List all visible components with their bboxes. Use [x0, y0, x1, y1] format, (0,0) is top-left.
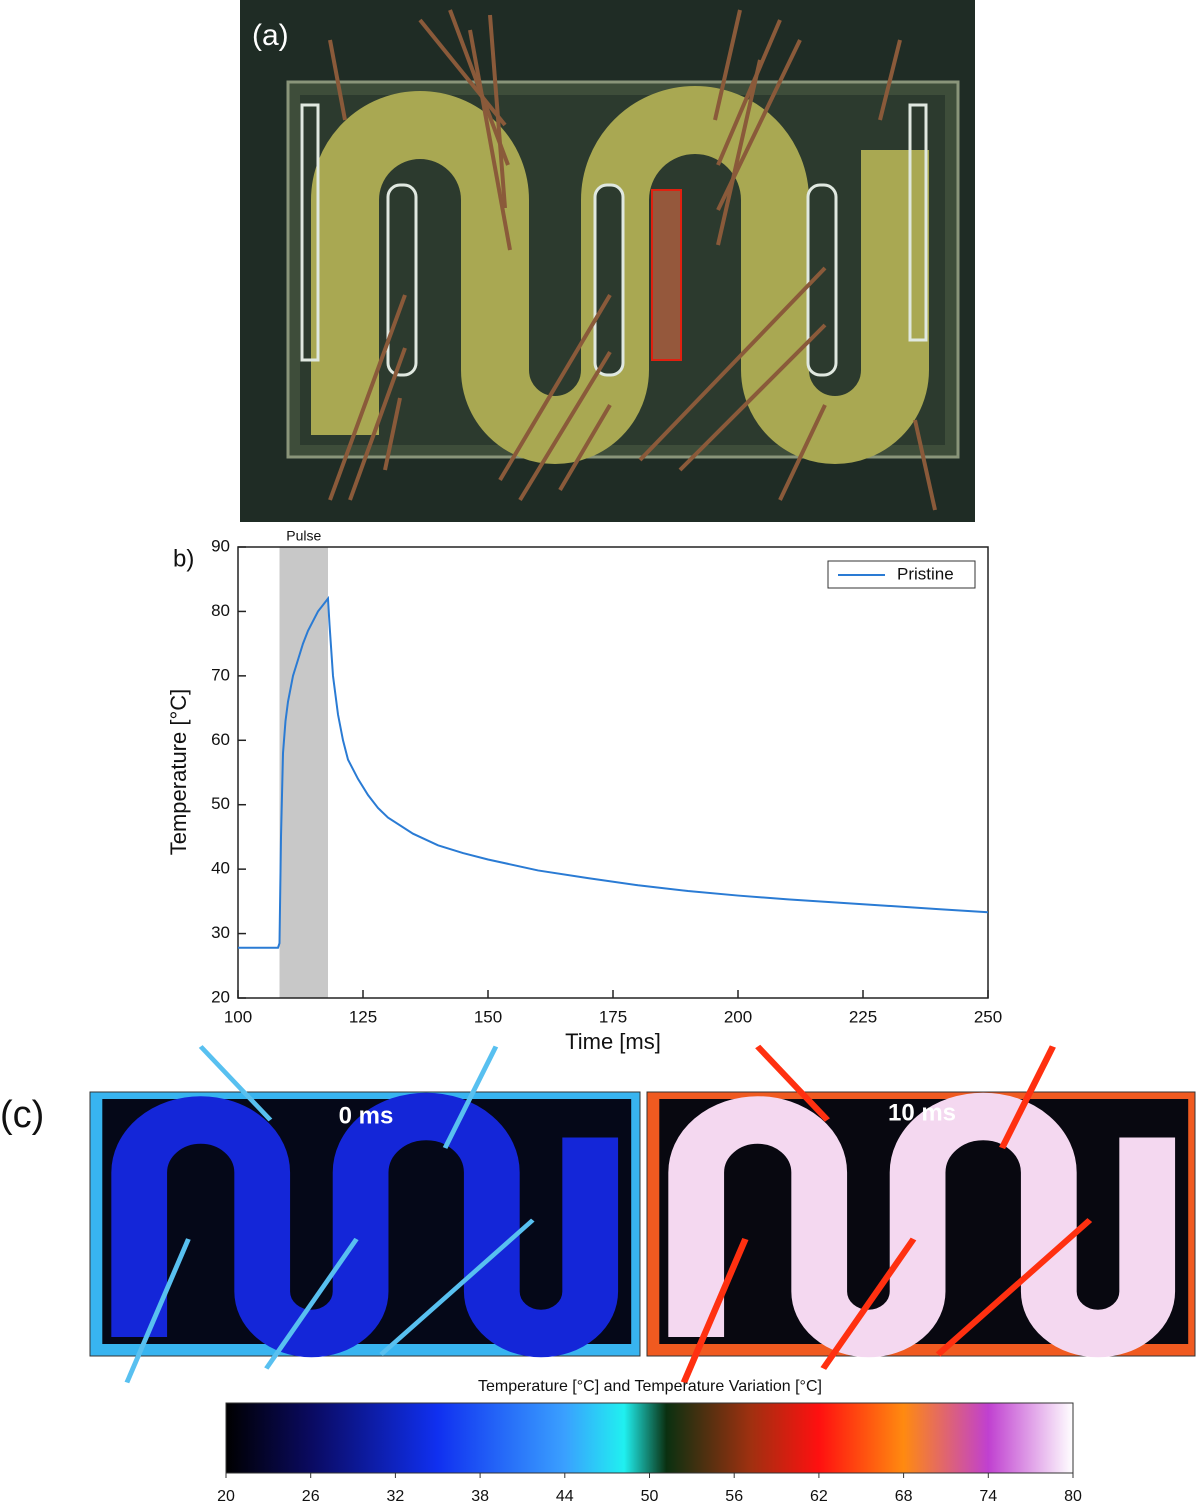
- panel-label: (a): [252, 19, 289, 52]
- colorbar: [225, 1402, 1074, 1474]
- y-tick-label: 60: [211, 730, 230, 749]
- pulse-label: Pulse: [286, 528, 321, 544]
- legend-label: Pristine: [897, 564, 954, 583]
- y-tick-label: 80: [211, 601, 230, 620]
- thermal-frame: [646, 1044, 1196, 1384]
- y-tick-label: 30: [211, 923, 230, 942]
- frame-label: 10 ms: [888, 1099, 956, 1126]
- y-tick-label: 40: [211, 859, 230, 878]
- colorbar-tick-label: 68: [895, 1488, 913, 1505]
- panel-label: (c): [0, 1094, 44, 1136]
- x-tick-label: 125: [349, 1007, 377, 1026]
- y-axis-title: Temperature [°C]: [166, 689, 191, 856]
- data-line: [238, 595, 989, 949]
- y-tick-label: 70: [211, 665, 230, 684]
- colorbar-tick-label: 80: [1064, 1488, 1082, 1505]
- x-tick-label: 225: [849, 1007, 877, 1026]
- colorbar-tick-label: 74: [979, 1488, 997, 1505]
- colorbar-tick-label: 20: [217, 1488, 235, 1505]
- x-tick-label: 250: [974, 1007, 1002, 1026]
- x-axis-title: Time [ms]: [565, 1029, 661, 1054]
- pulse-band: [279, 547, 328, 998]
- x-tick-label: 175: [599, 1007, 627, 1026]
- x-tick-label: 200: [724, 1007, 752, 1026]
- y-tick-label: 90: [211, 536, 230, 555]
- plot-frame: [237, 546, 989, 999]
- x-tick-label: 100: [224, 1007, 252, 1026]
- thermal-frame: [89, 1045, 641, 1384]
- colorbar-tick-label: 26: [302, 1488, 320, 1505]
- panel-label: b): [173, 545, 194, 572]
- colorbar-tick-label: 32: [387, 1488, 405, 1505]
- colorbar-title: Temperature [°C] and Temperature Variati…: [478, 1378, 822, 1395]
- chip-photo: [240, 0, 975, 522]
- colorbar-tick-label: 50: [641, 1488, 659, 1505]
- colorbar-tick-label: 38: [471, 1488, 489, 1505]
- y-tick-label: 20: [211, 987, 230, 1006]
- colorbar-tick-label: 56: [725, 1488, 743, 1505]
- x-tick-label: 150: [474, 1007, 502, 1026]
- colorbar-tick-label: 62: [810, 1488, 828, 1505]
- y-tick-label: 50: [211, 794, 230, 813]
- frame-label: 0 ms: [339, 1102, 394, 1129]
- colorbar-tick-label: 44: [556, 1488, 574, 1505]
